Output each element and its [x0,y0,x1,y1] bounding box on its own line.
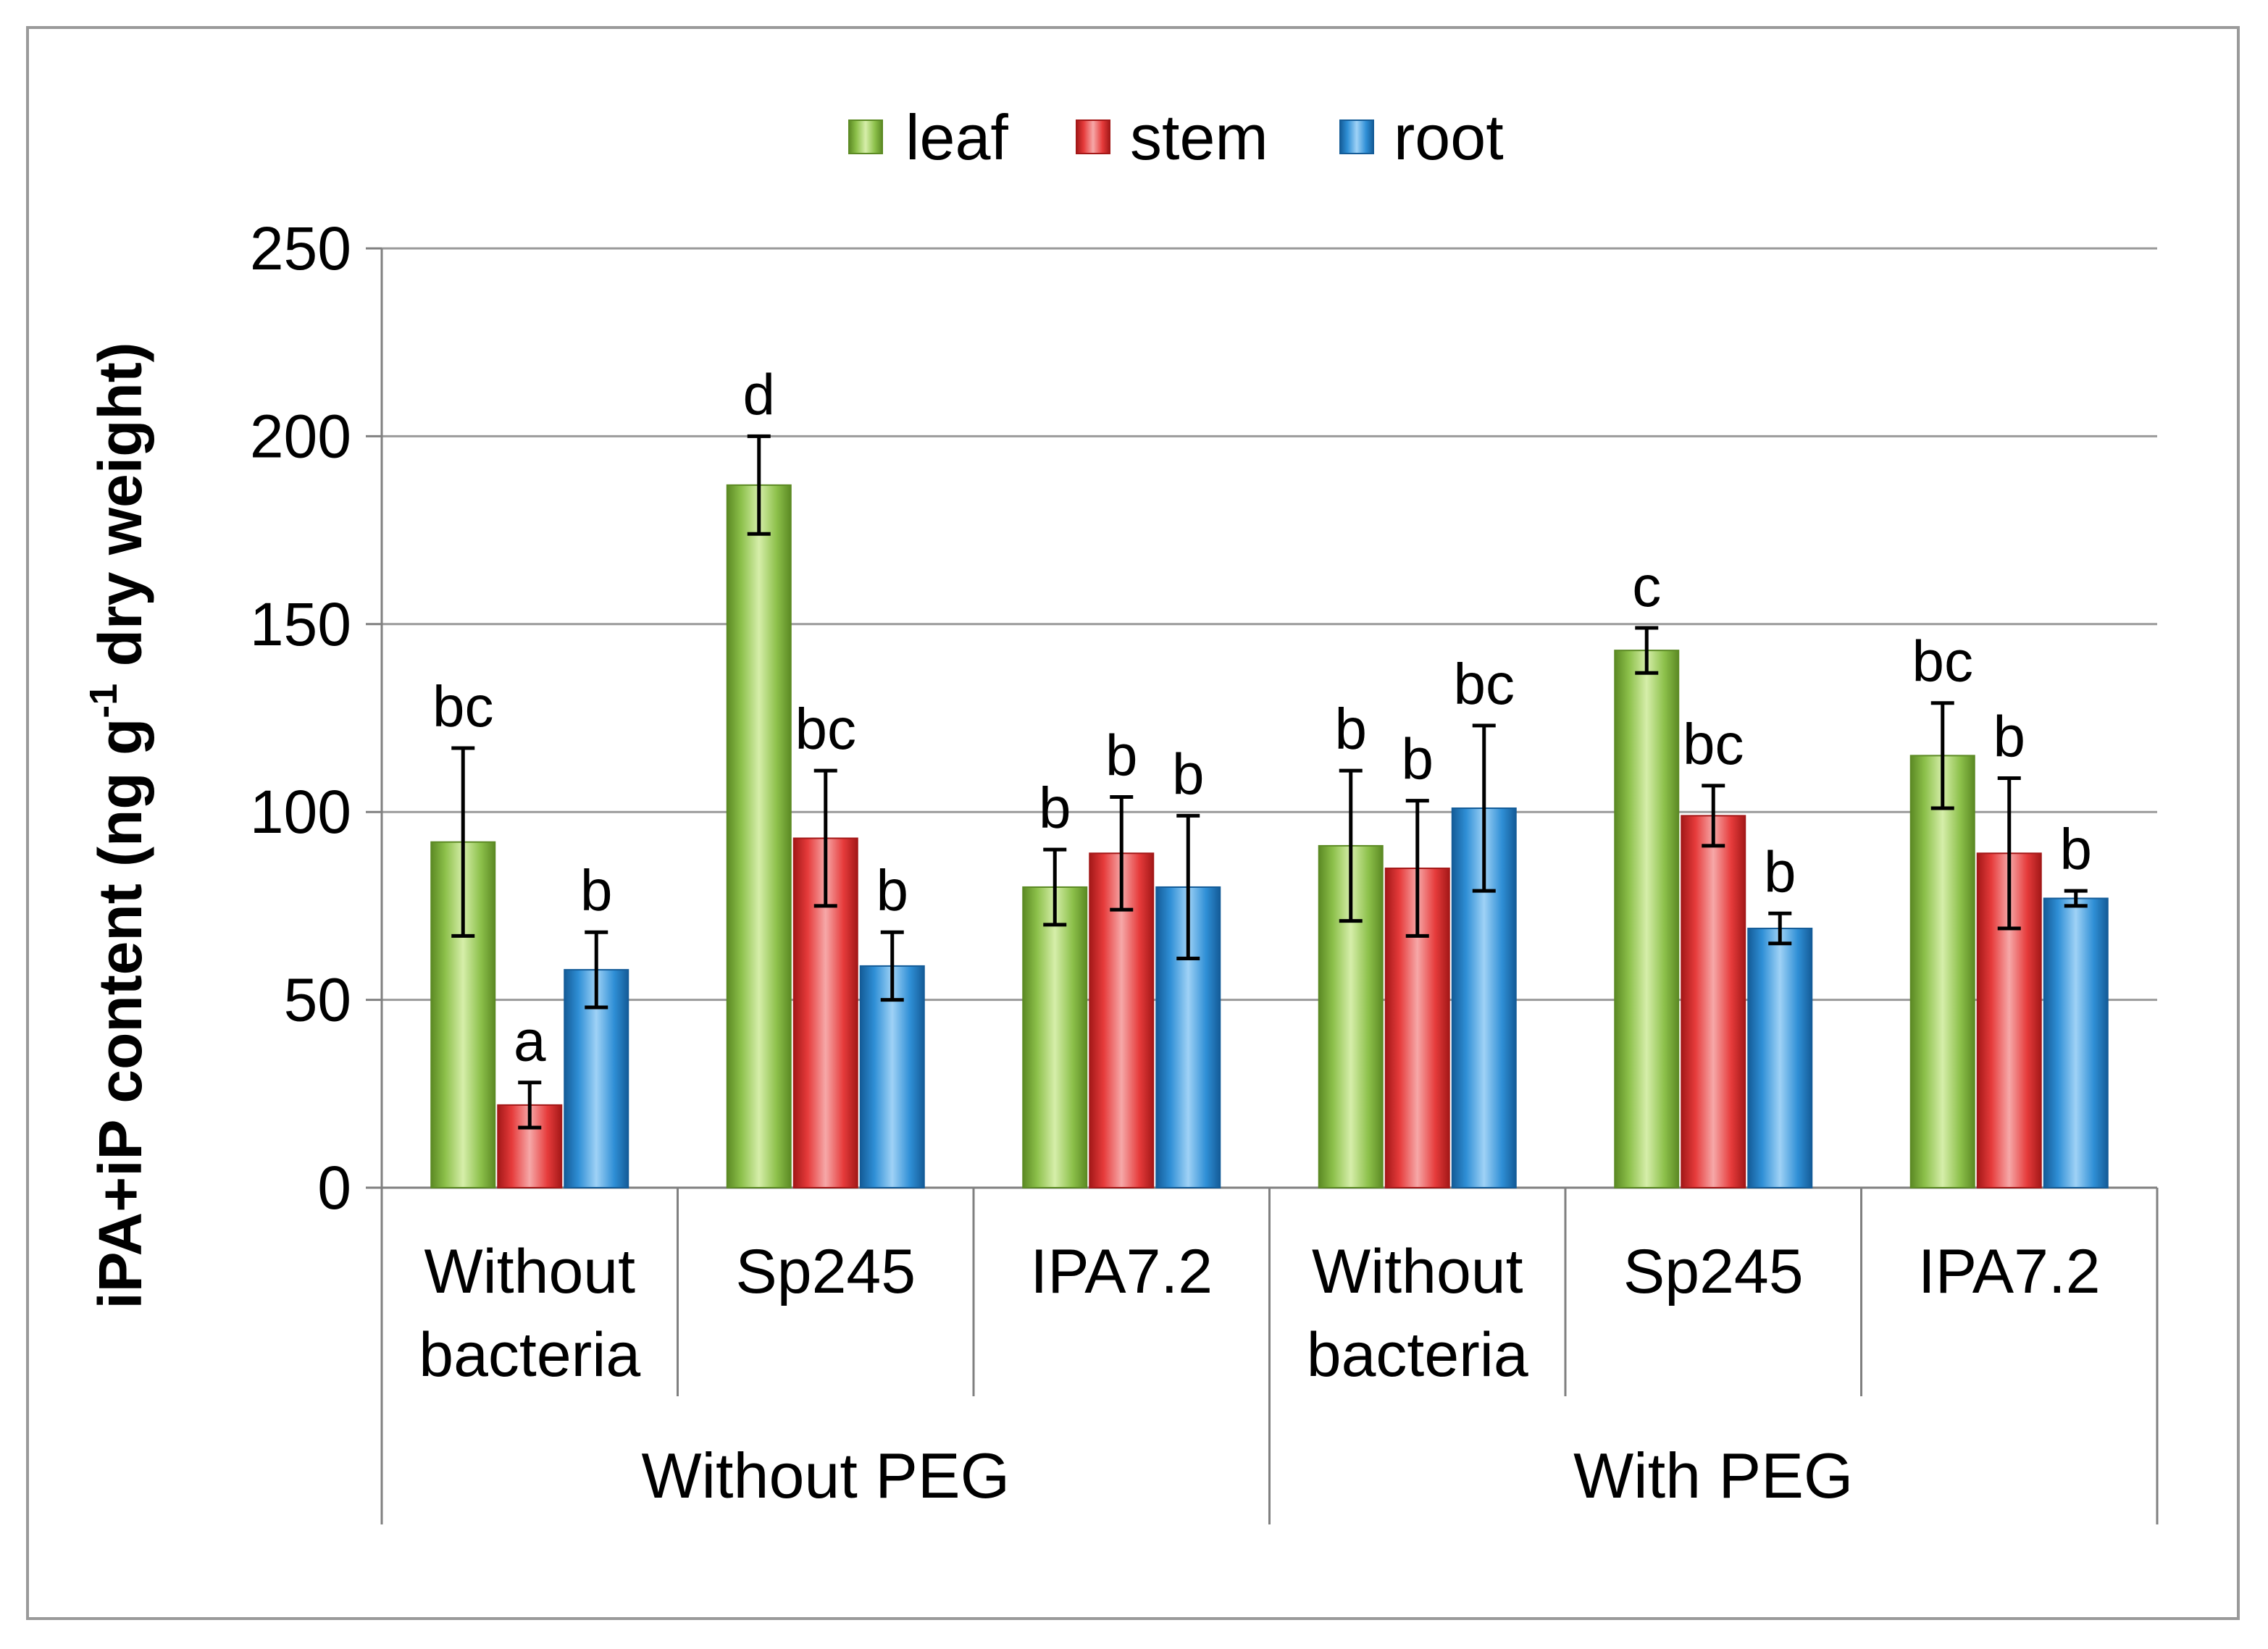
bar-root [1747,928,1813,1188]
category-label: IPA7.2 [1030,1237,1213,1306]
x-axis-groups: Without PEG With PEG [641,1440,1853,1511]
legend: leaf stem root [848,101,1504,173]
bar-leaf [1022,886,1088,1188]
category-label: Sp245 [735,1237,916,1306]
y-tick-label: 0 [317,1154,351,1222]
category-label: Sp245 [1623,1237,1804,1306]
significance-label-root: b [580,858,613,923]
significance-label-leaf: b [1335,697,1368,761]
y-tick-label: 250 [250,214,351,282]
legend-item-stem: stem [1076,101,1268,173]
y-axis-ticks: 0 50 100 150 200 250 [250,214,382,1222]
legend-swatch-stem [1076,119,1110,154]
y-axis-title: iPA+iP content (ng g-1 dry weight) [82,342,154,1309]
legend-swatch-root [1339,119,1374,154]
significance-label-stem: bc [795,697,857,761]
significance-label-root: b [1172,742,1205,806]
legend-swatch-leaf [848,119,883,154]
significance-label-leaf: bc [1912,629,1974,694]
category-label: Without [1312,1237,1523,1306]
significance-label-leaf: d [743,362,776,427]
y-tick-label: 100 [250,778,351,846]
significance-label-root: b [2060,817,2093,881]
bar-root [859,965,925,1188]
legend-label-root: root [1394,101,1504,173]
bar-leaf [1909,755,1975,1188]
y-tick-label: 150 [250,590,351,658]
category-label: bacteria [419,1320,640,1390]
chart-frame [26,26,2240,1620]
legend-item-leaf: leaf [848,101,1008,173]
category-label: Without [424,1237,635,1306]
group-label: Without PEG [641,1440,1010,1511]
y-tick-label: 200 [250,402,351,470]
gridlines [382,247,2157,1002]
error-bars [451,434,2088,1130]
bar-leaf [1614,650,1680,1188]
axes [380,248,2159,1524]
significance-label-stem: bc [1683,712,1744,776]
significance-label-root: bc [1454,652,1515,716]
significance-label-stem: b [1105,723,1138,787]
bar-leaf [726,484,792,1188]
bars [430,484,2109,1189]
significance-label-leaf: c [1632,554,1661,618]
significance-label-leaf: bc [432,674,494,739]
significance-label-root: b [876,858,909,923]
significance-label-root: b [1764,839,1796,904]
legend-item-root: root [1339,101,1504,173]
category-label: IPA7.2 [1918,1237,2101,1306]
group-label: With PEG [1573,1440,1853,1511]
significance-label-stem: a [514,1009,546,1073]
significance-label-stem: b [1402,727,1434,792]
legend-label-stem: stem [1130,101,1268,173]
y-tick-label: 50 [284,966,351,1034]
category-label: bacteria [1307,1320,1528,1390]
bar-stem [1681,815,1746,1188]
significance-label-stem: b [1993,705,2026,769]
significance-label-leaf: b [1039,776,1071,840]
legend-label-leaf: leaf [905,101,1008,173]
bar-root [2043,897,2109,1189]
x-axis-categories: Without bacteria Sp245 IPA7.2 Without bacteri… [419,1237,2100,1390]
